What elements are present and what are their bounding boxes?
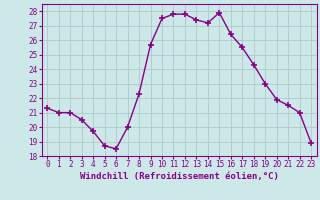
X-axis label: Windchill (Refroidissement éolien,°C): Windchill (Refroidissement éolien,°C) xyxy=(80,172,279,181)
